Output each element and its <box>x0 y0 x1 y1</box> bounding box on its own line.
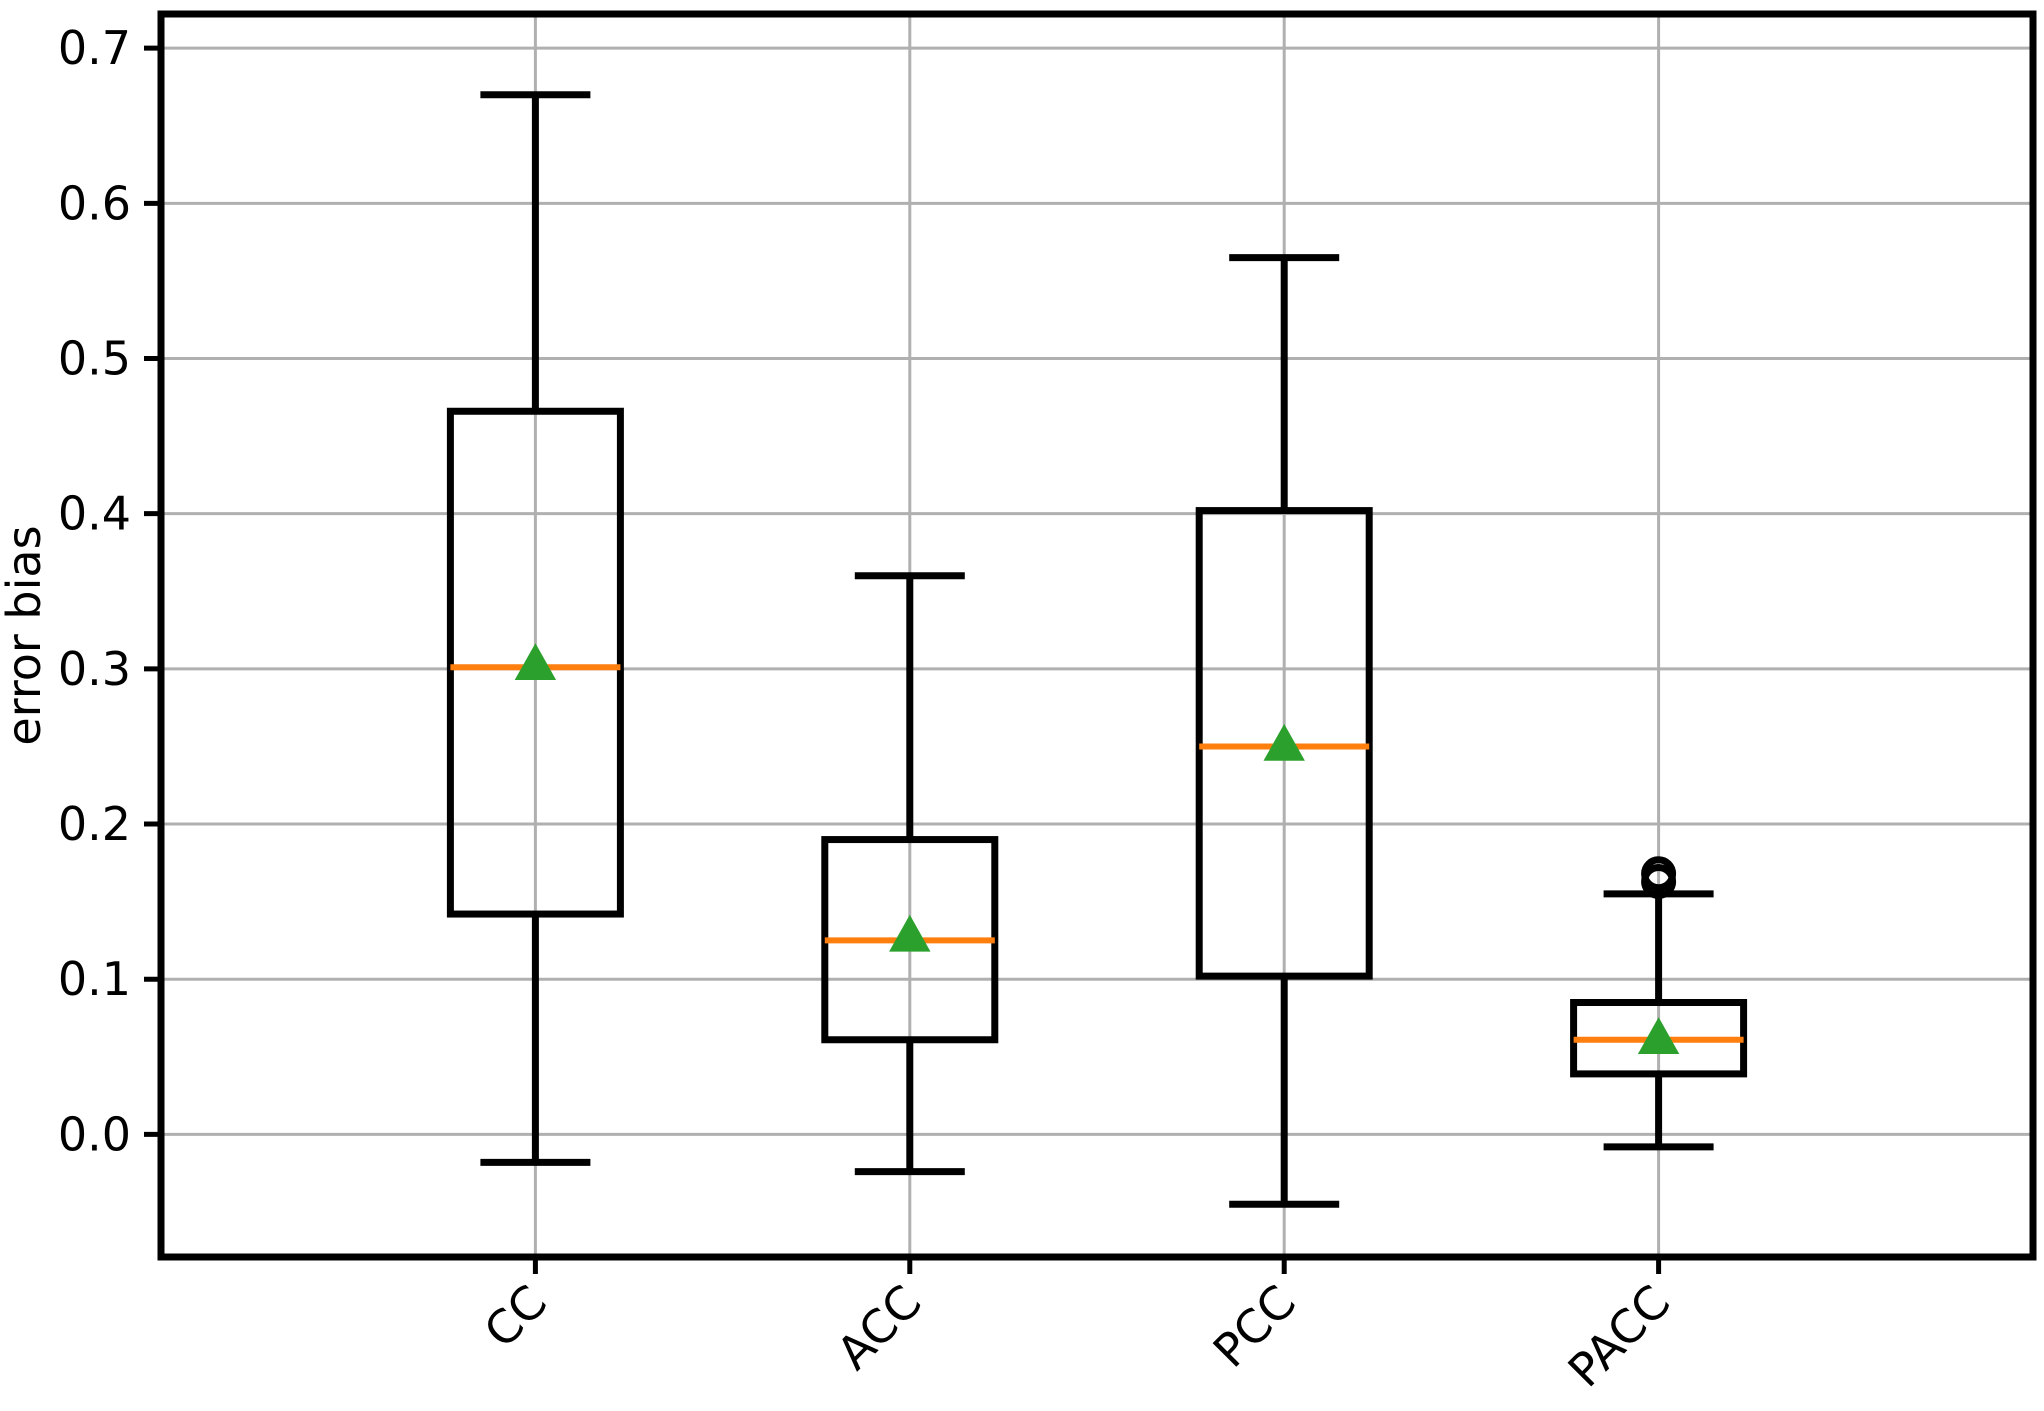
box-group-pacc <box>1570 856 1748 1151</box>
ytick-label-6: 0.6 <box>58 176 131 230</box>
outlier-pacc-1 <box>1641 856 1677 892</box>
ytick-label-5: 0.5 <box>58 332 131 386</box>
box-group-pcc <box>1195 254 1373 1208</box>
xtick-label-pcc: PCC <box>1203 1275 1306 1378</box>
ytick-label-4: 0.4 <box>58 487 131 541</box>
xtick-label-cc: CC <box>474 1275 558 1359</box>
ytick-label-2: 0.2 <box>58 797 131 851</box>
mean-marker-pacc <box>1637 1017 1680 1055</box>
mean-marker-pcc <box>1263 723 1305 761</box>
y-axis-title: error bias <box>0 525 51 745</box>
xtick-label-acc: ACC <box>826 1275 931 1380</box>
ytick-label-1: 0.1 <box>58 952 131 1006</box>
box-iqr-pcc <box>1195 507 1373 980</box>
mean-marker-acc <box>889 914 931 952</box>
xtick-label-pacc: PACC <box>1558 1275 1681 1398</box>
ytick-label-3: 0.3 <box>58 642 131 696</box>
ytick-label-7: 0.7 <box>58 21 131 75</box>
axes-spines <box>157 10 2037 1261</box>
plot-background <box>161 14 2033 1257</box>
box-group-cc <box>446 91 624 1166</box>
ytick-label-0: 0.0 <box>58 1107 131 1161</box>
box-group-acc <box>821 572 999 1176</box>
mean-marker-cc <box>514 643 557 681</box>
box-iqr-cc <box>446 407 624 918</box>
